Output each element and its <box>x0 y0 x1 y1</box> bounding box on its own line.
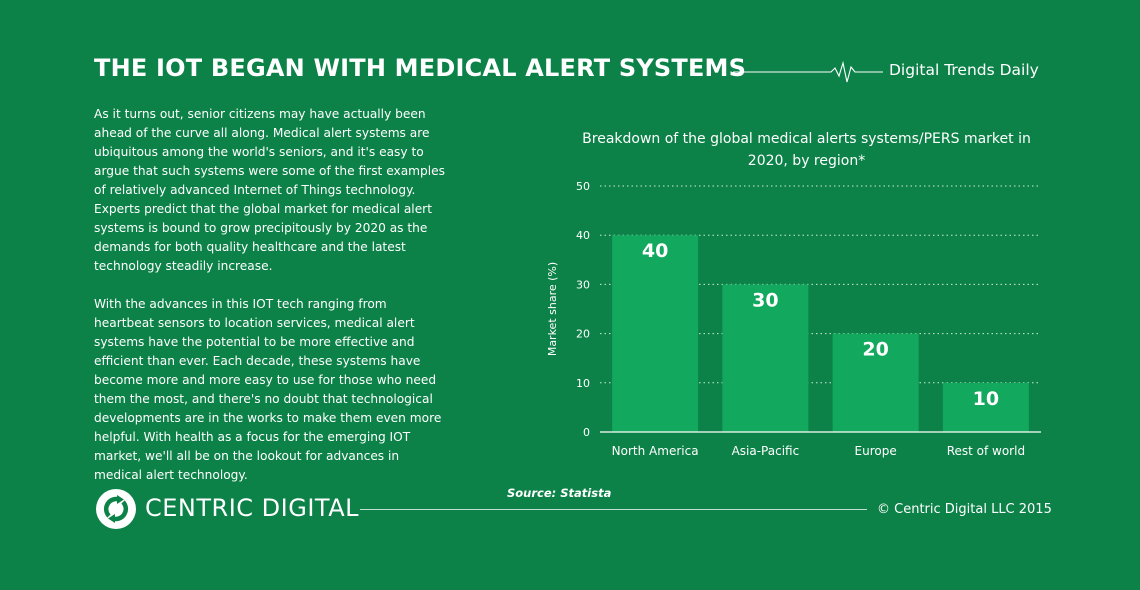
y-axis-label: Market share (%) <box>546 262 559 356</box>
x-tick-label: Rest of world <box>947 444 1025 458</box>
heartbeat-line-icon <box>733 60 883 83</box>
y-tick-label: 50 <box>576 180 590 193</box>
copyright-text: © Centric Digital LLC 2015 <box>877 502 1052 517</box>
bar <box>612 235 699 432</box>
centric-digital-logo-icon <box>96 489 136 529</box>
y-tick-label: 40 <box>576 229 590 242</box>
brand-footer: CENTRIC DIGITAL <box>145 494 359 522</box>
y-tick-label: 0 <box>583 426 590 439</box>
bar <box>942 382 1029 432</box>
chart-source: Source: Statista <box>507 486 612 500</box>
body-paragraph: With the advances in this IOT tech rangi… <box>94 297 442 482</box>
data-label: 40 <box>642 240 668 262</box>
chart-title: Breakdown of the global medical alerts s… <box>582 131 1031 169</box>
bar <box>722 284 809 432</box>
y-tick-label: 10 <box>576 377 590 390</box>
data-label: 10 <box>973 388 999 410</box>
x-tick-label: Europe <box>855 444 897 458</box>
bar <box>832 333 919 432</box>
data-label: 20 <box>862 339 888 361</box>
intro-paragraph: As it turns out, senior citizens may hav… <box>94 107 446 273</box>
footer-divider <box>360 509 867 510</box>
data-label: 30 <box>752 289 778 311</box>
x-tick-label: North America <box>612 444 699 458</box>
y-tick-label: 20 <box>576 328 590 341</box>
x-tick-label: Asia-Pacific <box>732 444 800 458</box>
y-tick-label: 30 <box>576 278 590 291</box>
bar-chart: 0 10 20 30 40 50 Market share (%) 40 North Ameri… <box>546 180 1041 458</box>
brand-header: Digital Trends Daily <box>889 61 1039 79</box>
page-title: THE IOT BEGAN WITH MEDICAL ALERT SYSTEMS <box>94 54 747 82</box>
